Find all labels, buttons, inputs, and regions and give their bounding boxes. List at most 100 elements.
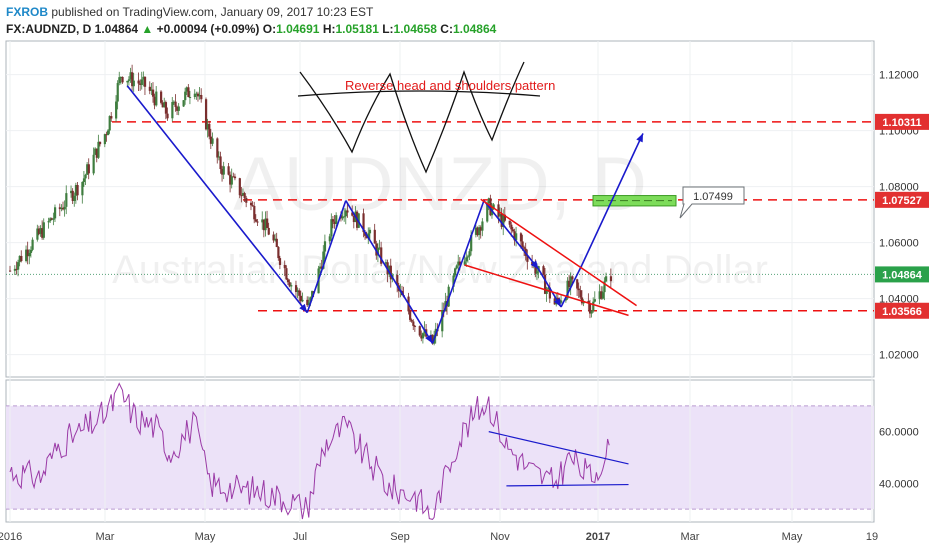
candle-body <box>478 227 481 236</box>
x-tick-label: 2017 <box>586 531 610 543</box>
candle-body <box>182 100 185 107</box>
y-tick-label: 1.04000 <box>879 294 919 306</box>
target-callout-box <box>679 186 745 219</box>
candle-body <box>275 238 278 248</box>
candle-body <box>301 299 304 302</box>
candle-body <box>500 214 503 227</box>
candle-body <box>463 261 466 265</box>
candle-body <box>566 280 569 299</box>
candle-body <box>577 288 580 291</box>
candle-body <box>97 141 100 158</box>
candle-body <box>592 301 595 312</box>
candle-body <box>294 285 298 292</box>
x-tick-label: May <box>782 531 803 543</box>
candle-body <box>322 251 325 269</box>
candle-body <box>116 83 119 102</box>
author-name[interactable]: FXROB <box>6 5 48 19</box>
candle-body <box>309 297 312 303</box>
candle-body <box>593 299 596 302</box>
candle-body <box>127 79 131 81</box>
price-label-text: 1.04864 <box>882 269 923 281</box>
wedge-line <box>464 264 629 317</box>
candle-body <box>105 134 108 136</box>
candle-body <box>481 221 484 231</box>
candle-body <box>521 241 524 248</box>
y-tick-label: 1.06000 <box>879 238 919 250</box>
candle-body <box>164 102 168 114</box>
candle-body <box>454 268 457 276</box>
candle-body <box>161 102 164 108</box>
candle-body <box>53 207 57 219</box>
y-tick-label: 1.08000 <box>879 182 919 194</box>
head-shoulders-sketch <box>297 61 541 174</box>
candle-body <box>605 276 608 282</box>
hs-neckline <box>297 90 541 97</box>
candle-body <box>95 148 98 158</box>
candle-body <box>163 102 166 108</box>
candle-body <box>590 311 593 314</box>
high-value: 1.05181 <box>335 22 379 36</box>
x-tick-label: Nov <box>490 531 510 543</box>
candle-body <box>283 264 286 269</box>
blue-trend-line <box>431 200 485 344</box>
candle-body <box>196 93 200 97</box>
x-tick-label: Sep <box>390 531 410 543</box>
candle-body <box>510 224 513 230</box>
wedge-line <box>480 198 637 307</box>
candle-body <box>20 255 23 262</box>
candle-body <box>82 178 86 182</box>
candle-body <box>380 247 383 264</box>
symbol-label: FX:AUDNZD, D <box>6 22 92 36</box>
blue-trend-line <box>306 200 347 313</box>
candle-body <box>376 247 380 256</box>
candle-body <box>568 280 571 287</box>
price-label-text: 1.07527 <box>882 195 922 207</box>
candle-body <box>346 210 349 213</box>
candle-body <box>344 210 347 217</box>
x-tick-label: Mar <box>96 531 115 543</box>
candle-body <box>13 268 17 271</box>
rsi-tick-label: 60.0000 <box>879 427 919 439</box>
candle-body <box>187 87 190 98</box>
candle-body <box>243 193 246 198</box>
candle-body <box>174 101 177 107</box>
candle-body <box>148 86 151 91</box>
candle-body <box>230 176 233 185</box>
price-label-box <box>875 113 929 130</box>
candle-body <box>508 220 511 225</box>
symbol-info: FX:AUDNZD, D 1.04864 ▲ +0.00094 (+0.09%)… <box>6 22 496 36</box>
candle-body <box>115 101 118 119</box>
candle-body <box>396 274 399 286</box>
candle-body <box>188 97 192 99</box>
candle-body <box>151 89 155 97</box>
candle-body <box>132 80 135 87</box>
candle-body <box>384 262 388 264</box>
candle-body <box>378 247 381 249</box>
candle-body <box>63 206 66 210</box>
candle-body <box>367 233 370 239</box>
candle-body <box>98 141 102 145</box>
target-callout: 1.07499 <box>679 186 745 219</box>
candle-body <box>205 99 208 130</box>
candle-body <box>274 238 277 241</box>
candle-body <box>31 239 34 250</box>
candle-body <box>221 169 224 175</box>
candle-body <box>28 252 31 257</box>
candle-body <box>177 106 180 111</box>
published-text: published on TradingView.com, January 09… <box>51 5 374 19</box>
candle-body <box>352 215 356 223</box>
candle-body <box>142 76 145 80</box>
trend-arrowhead-icon <box>553 298 562 307</box>
candle-body <box>331 219 335 222</box>
candle-body <box>131 72 134 87</box>
candle-body <box>319 266 322 269</box>
candle-body <box>373 229 376 244</box>
candle-body <box>166 113 169 119</box>
candle-body <box>262 219 266 231</box>
candle-body <box>118 77 121 84</box>
candle-body <box>441 310 444 332</box>
candle-body <box>15 268 18 270</box>
candle-body <box>389 265 392 280</box>
candle-body <box>233 176 237 179</box>
